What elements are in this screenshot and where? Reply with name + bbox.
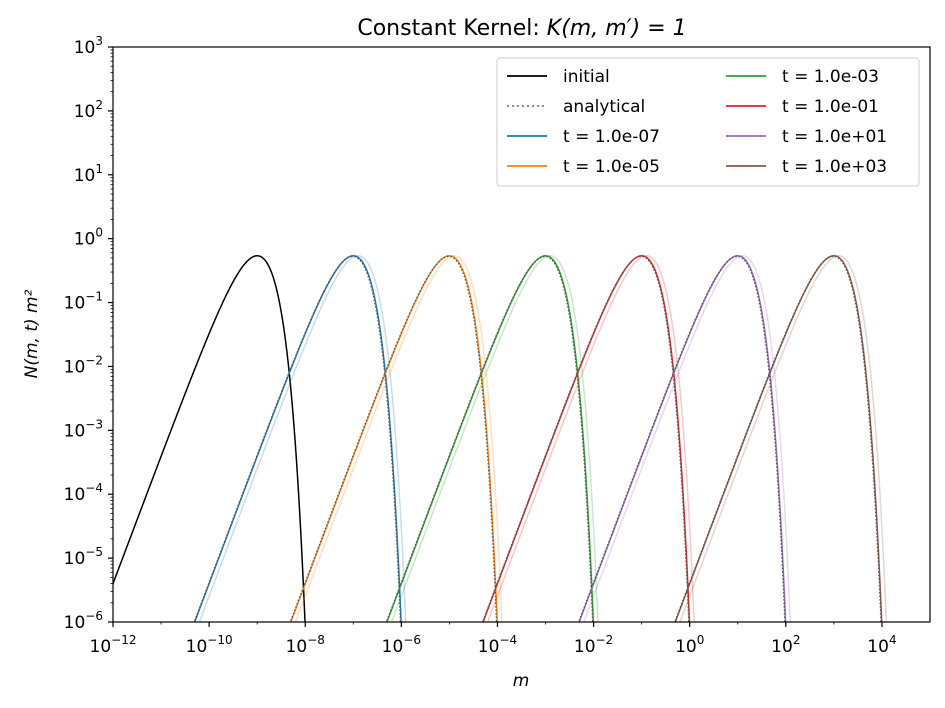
curves [113, 255, 888, 622]
y-tick-label: 10−4 [64, 481, 103, 505]
y-tick-label: 10−1 [64, 290, 103, 314]
analytical-line [289, 255, 498, 622]
x-tick-label: 100 [675, 633, 704, 657]
x-axis-ticks: 10−12 10−10 10−8 10−6 10−4 10−2 100 102 104 [90, 622, 897, 657]
legend-label: t = 1.0e+01 [782, 127, 887, 147]
analytical-line [385, 255, 594, 622]
series-faint-line [486, 255, 695, 622]
series-faint-line [198, 255, 407, 622]
y-axis-ticks: 10−6 10−5 10−4 10−3 10−2 10−1 100 101 102 103 [64, 34, 113, 633]
x-axis-label: m [513, 671, 530, 691]
x-tick-label: 102 [771, 633, 800, 657]
series-line [113, 255, 306, 622]
legend-label: t = 1.0e-01 [782, 97, 879, 117]
legend-label: t = 1.0e-05 [563, 157, 660, 177]
analytical-line [481, 255, 690, 622]
x-tick-label: 10−4 [478, 633, 517, 657]
x-tick-label: 10−10 [186, 633, 233, 657]
x-tick-label: 10−8 [286, 633, 325, 657]
y-tick-label: 10−2 [64, 353, 103, 377]
legend-label: analytical [563, 97, 645, 117]
y-tick-label: 10−3 [64, 417, 103, 441]
y-axis-label: N(m, t) m² [22, 289, 42, 378]
x-tick-label: 104 [867, 633, 896, 657]
chart-title-math: K(m, m′) = 1 [547, 16, 687, 41]
analytical-line [193, 255, 402, 622]
series-faint-line [294, 255, 503, 622]
y-tick-label: 101 [74, 162, 103, 186]
series-faint-line [583, 255, 792, 622]
y-tick-label: 10−5 [64, 545, 103, 569]
x-tick-label: 10−12 [90, 633, 137, 657]
series-faint-line [390, 255, 599, 622]
x-tick-label: 10−6 [382, 633, 421, 657]
legend-label: initial [563, 67, 610, 87]
x-tick-label: 10−2 [574, 633, 613, 657]
y-tick-label: 10−6 [64, 609, 103, 633]
legend-box [496, 57, 920, 187]
series-faint-line [679, 255, 888, 622]
analytical-line [674, 255, 882, 622]
y-tick-label: 100 [74, 226, 103, 250]
chart-title: Constant Kernel: K(m, m′) = 1 [357, 16, 686, 41]
legend-label: t = 1.0e+03 [782, 157, 887, 177]
legend: initial analytical t = 1.0e-07 t = 1.0e-05 t… [496, 57, 920, 187]
y-tick-label: 103 [74, 34, 103, 58]
plot-frame [112, 46, 931, 623]
analytical-line [577, 255, 786, 622]
chart-title-prefix: Constant Kernel: [357, 16, 546, 41]
legend-label: t = 1.0e-07 [563, 127, 660, 147]
legend-label: t = 1.0e-03 [782, 67, 879, 87]
y-tick-label: 102 [74, 98, 103, 122]
